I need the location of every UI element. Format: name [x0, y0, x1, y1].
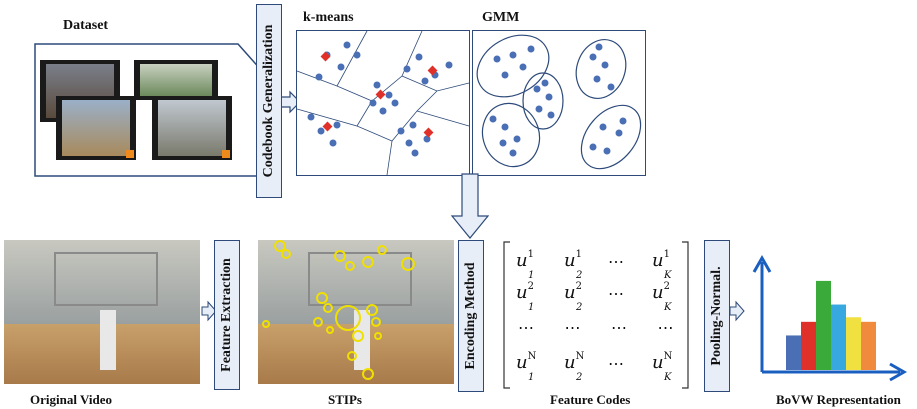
original-video-label: Original Video [30, 392, 112, 407]
feature-extraction-label: Feature Extraction [219, 258, 234, 372]
arrow-video-to-feature-extraction [201, 300, 217, 322]
kmeans-plot [296, 30, 470, 176]
stips-frame [258, 240, 454, 384]
bovw-histogram [752, 254, 908, 382]
matrix-cell-n-2: uN [564, 351, 585, 373]
matrix-cell-2-1: u2 [516, 281, 534, 303]
pooling-normal-label: Pooling-Normal. [709, 266, 724, 366]
video-thumbnail-2 [134, 60, 218, 100]
bovw-bar-5 [846, 317, 861, 370]
feature-extraction-box: Feature Extraction [214, 240, 240, 390]
original-video-frame [4, 240, 200, 384]
matrix-cell-1-2: u1 [564, 249, 582, 271]
pooling-normal-box: Pooling-Normal. [704, 240, 730, 392]
gmm-panel [472, 30, 646, 176]
bovw-bar-1 [786, 335, 801, 370]
bovw-bar-2 [801, 321, 816, 370]
codebook-generalization-label: Codebook Generalization [261, 24, 276, 178]
gmm-label: GMM [482, 10, 520, 25]
kmeans-panel [296, 30, 470, 176]
bovw-bar-3 [816, 280, 831, 370]
encoding-method-label: Encoding Method [463, 262, 478, 370]
dataset-label: Dataset [63, 18, 109, 33]
codebook-generalization-box: Codebook Generalization [256, 4, 282, 198]
stip-markers [262, 240, 415, 380]
matrix-brackets [503, 241, 689, 389]
gmm-plot [476, 34, 642, 170]
matrix-dots-row: ⋯ ⋯ ⋯ ⋯ [518, 318, 674, 337]
matrix-cell-2-2: u2 [564, 281, 582, 303]
stips-label: STIPs [328, 392, 362, 407]
matrix-cell-2-k: u2 [652, 281, 670, 303]
bovw-bar-4 [831, 304, 846, 370]
matrix-dots-n: ⋯ [608, 354, 624, 373]
matrix-dots-1: ⋯ [608, 252, 624, 271]
matrix-cell-1-1: u1 [516, 249, 534, 271]
arrow-pooling-to-bovw [729, 300, 745, 322]
bovw-label: BoVW Representation [776, 392, 901, 407]
matrix-cell-1-k: u1 [652, 249, 670, 271]
arrow-codebook-to-encoding [450, 173, 490, 239]
video-thumbnail-3 [56, 96, 136, 160]
encoding-method-box: Encoding Method [458, 240, 484, 392]
matrix-cell-n-1: uN [516, 351, 537, 373]
video-thumbnail-4 [152, 96, 232, 160]
bovw-bar-6 [861, 321, 876, 370]
video-thumbnail-1 [40, 60, 120, 122]
kmeans-label: k-means [303, 10, 354, 25]
matrix-cell-n-k: uN [652, 351, 673, 373]
feature-codes-label: Feature Codes [550, 392, 631, 407]
matrix-dots-2: ⋯ [608, 284, 624, 303]
